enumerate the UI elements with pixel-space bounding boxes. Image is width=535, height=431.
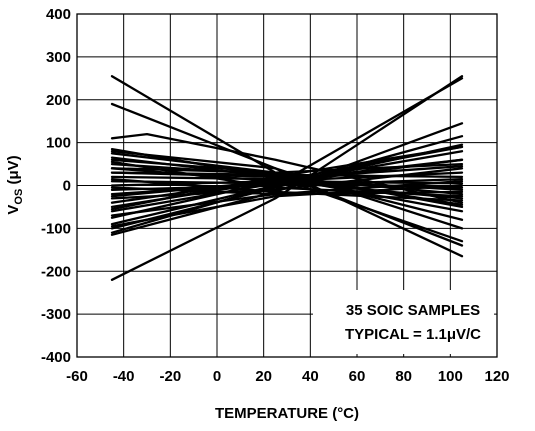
annotation-sample-count: 35 SOIC SAMPLES <box>346 302 480 319</box>
y-tick-label: -400 <box>41 349 71 366</box>
y-axis-label-unit: (μV) <box>5 155 22 188</box>
sample-line <box>110 160 464 198</box>
sample-line <box>110 150 464 230</box>
y-tick-label: 200 <box>46 92 71 109</box>
sample-line <box>110 184 464 228</box>
y-tick-label: -100 <box>41 220 71 237</box>
y-axis-label-subscript: OS <box>13 189 25 205</box>
y-tick-labels: 400 300 200 100 0 -100 -200 -300 -400 <box>41 6 71 366</box>
sample-line <box>110 177 464 191</box>
x-tick-label: -20 <box>159 368 181 385</box>
annotation-box <box>313 290 494 354</box>
x-axis-label: TEMPERATURE (°C) <box>215 405 359 422</box>
x-tick-label: 20 <box>255 368 272 385</box>
sample-line <box>110 75 464 281</box>
x-tick-label: 120 <box>484 368 509 385</box>
series-lines <box>110 75 464 281</box>
y-tick-label: -300 <box>41 306 71 323</box>
x-tick-label: 0 <box>213 368 221 385</box>
x-tick-label: 100 <box>438 368 463 385</box>
y-tick-label: 100 <box>46 135 71 152</box>
y-tick-label: 300 <box>46 49 71 66</box>
y-axis-label-main: V <box>5 205 22 215</box>
y-axis-label: VOS (μV) <box>5 155 25 214</box>
sample-line <box>110 177 464 202</box>
x-tick-label: 40 <box>302 368 319 385</box>
x-tick-label: -40 <box>113 368 135 385</box>
sample-line <box>110 167 464 200</box>
y-tick-label: 400 <box>46 6 71 23</box>
y-tick-label: -200 <box>41 263 71 280</box>
y-tick-label: 0 <box>63 178 71 195</box>
annotation-typical-drift: TYPICAL = 1.1μV/C <box>345 326 481 343</box>
plot-frame <box>76 13 498 358</box>
sample-line <box>110 145 464 211</box>
x-tick-label: 80 <box>395 368 412 385</box>
x-tick-label: 60 <box>349 368 366 385</box>
x-tick-labels: -60 -40 -20 0 20 40 60 80 100 120 <box>66 368 509 385</box>
x-tick-label: -60 <box>66 368 88 385</box>
